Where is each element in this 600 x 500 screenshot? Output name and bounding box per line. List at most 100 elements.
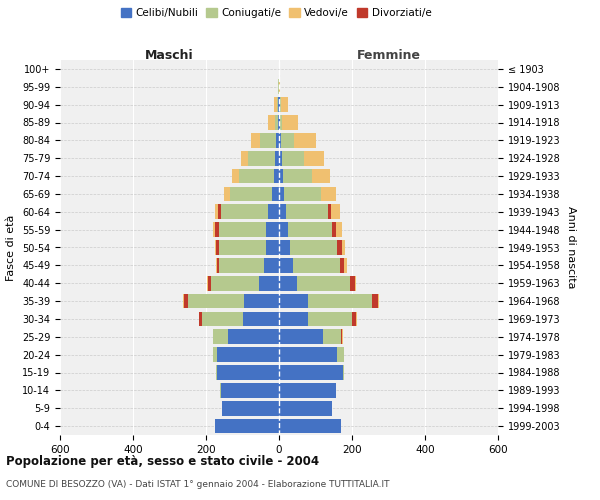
Bar — [199, 312, 202, 326]
Bar — [279, 204, 286, 219]
Bar — [275, 151, 279, 166]
Bar — [279, 401, 332, 415]
Bar — [268, 204, 279, 219]
Bar — [207, 276, 208, 290]
Bar — [241, 151, 248, 166]
Bar — [331, 204, 340, 219]
Bar — [248, 151, 275, 166]
Bar — [279, 348, 337, 362]
Bar — [279, 258, 293, 272]
Bar — [312, 168, 330, 184]
Bar — [274, 98, 277, 112]
Bar — [266, 240, 279, 255]
Text: Maschi: Maschi — [145, 49, 194, 62]
Bar — [219, 240, 266, 255]
Bar — [304, 151, 324, 166]
Bar — [279, 383, 335, 398]
Bar — [260, 133, 276, 148]
Bar — [251, 133, 260, 148]
Bar — [297, 276, 350, 290]
Bar — [340, 258, 344, 272]
Bar — [239, 168, 274, 184]
Bar — [288, 222, 332, 237]
Bar — [211, 276, 259, 290]
Bar — [290, 240, 337, 255]
Bar — [335, 222, 342, 237]
Bar — [230, 186, 272, 201]
Bar — [208, 276, 211, 290]
Bar — [321, 186, 335, 201]
Bar — [293, 258, 340, 272]
Bar — [268, 115, 275, 130]
Y-axis label: Fasce di età: Fasce di età — [7, 214, 16, 280]
Bar — [282, 151, 304, 166]
Text: COMUNE DI BESOZZO (VA) - Dati ISTAT 1° gennaio 2004 - Elaborazione TUTTITALIA.IT: COMUNE DI BESOZZO (VA) - Dati ISTAT 1° g… — [6, 480, 389, 489]
Bar — [244, 294, 279, 308]
Bar — [308, 312, 352, 326]
Bar — [217, 258, 219, 272]
Bar — [188, 294, 244, 308]
Bar — [280, 98, 281, 112]
Bar — [224, 186, 230, 201]
Text: Popolazione per età, sesso e stato civile - 2004: Popolazione per età, sesso e stato civil… — [6, 455, 319, 468]
Bar — [323, 330, 341, 344]
Bar — [272, 186, 279, 201]
Bar — [284, 186, 321, 201]
Bar — [281, 133, 293, 148]
Bar — [223, 401, 279, 415]
Bar — [343, 365, 344, 380]
Bar — [279, 151, 282, 166]
Bar — [221, 383, 279, 398]
Bar — [279, 312, 308, 326]
Bar — [337, 348, 344, 362]
Bar — [341, 330, 342, 344]
Bar — [216, 365, 217, 380]
Text: Femmine: Femmine — [356, 49, 421, 62]
Bar — [372, 294, 377, 308]
Bar — [214, 330, 228, 344]
Bar — [279, 133, 281, 148]
Bar — [279, 186, 284, 201]
Bar — [221, 204, 268, 219]
Bar — [214, 222, 215, 237]
Bar — [219, 222, 266, 237]
Bar — [283, 168, 312, 184]
Bar — [337, 240, 342, 255]
Bar — [282, 115, 298, 130]
Bar — [184, 294, 188, 308]
Bar — [215, 204, 218, 219]
Bar — [232, 168, 239, 184]
Bar — [281, 98, 288, 112]
Bar — [280, 115, 282, 130]
Bar — [215, 419, 279, 434]
Bar — [286, 204, 328, 219]
Bar — [216, 240, 219, 255]
Bar — [218, 204, 221, 219]
Bar — [355, 276, 356, 290]
Bar — [219, 258, 265, 272]
Bar — [214, 348, 217, 362]
Bar — [228, 330, 279, 344]
Bar — [308, 294, 372, 308]
Bar — [332, 222, 335, 237]
Bar — [279, 330, 323, 344]
Y-axis label: Anni di nascita: Anni di nascita — [566, 206, 576, 289]
Bar — [279, 419, 341, 434]
Bar — [279, 240, 290, 255]
Bar — [279, 222, 288, 237]
Bar — [377, 294, 379, 308]
Bar — [277, 98, 278, 112]
Bar — [350, 276, 355, 290]
Bar — [352, 312, 356, 326]
Bar — [342, 240, 346, 255]
Bar — [278, 115, 279, 130]
Bar — [279, 365, 343, 380]
Bar — [279, 294, 308, 308]
Bar — [266, 222, 279, 237]
Bar — [259, 276, 279, 290]
Bar — [328, 204, 331, 219]
Bar — [276, 133, 279, 148]
Bar — [279, 168, 283, 184]
Bar — [265, 258, 279, 272]
Bar — [242, 312, 279, 326]
